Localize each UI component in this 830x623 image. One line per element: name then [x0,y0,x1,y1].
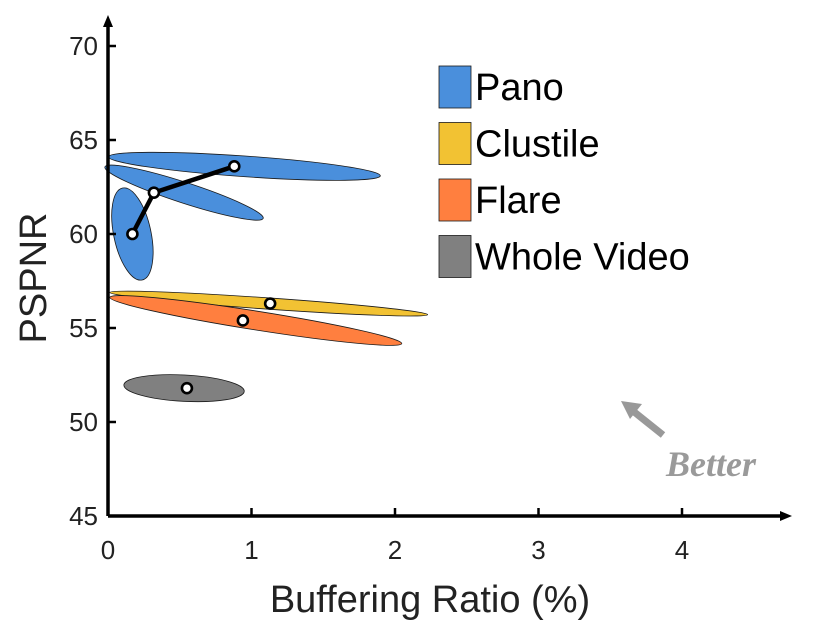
ellipse-layer [104,151,429,403]
y-tick-label-50: 50 [69,407,98,437]
better-arrow-shaft [630,408,666,438]
x-tick-label-1: 1 [244,535,258,565]
better-arrow-head [621,401,642,419]
data-point-flare-0 [236,314,250,327]
legend-label-whole-video: Whole Video [475,237,690,279]
y-tick-label-45: 45 [69,501,98,531]
y-tick-label-70: 70 [69,31,98,61]
data-point-clustile-0 [263,297,277,310]
legend-swatch-clustile [438,122,472,165]
legend-label-clustile: Clustile [475,124,600,166]
legend-swatch-whole-video [438,235,472,278]
point-layer [126,160,277,395]
legend-swatch-flare [438,178,472,222]
x-tick-label-4: 4 [675,535,689,565]
data-point-pano-2 [227,160,241,173]
data-point-whole-video-0 [180,381,194,395]
data-point-pano-0 [126,227,139,241]
y-tick-label-55: 55 [69,313,98,343]
x-axis-arrow [780,511,792,521]
data-point-pano-1 [147,186,161,199]
legend-label-flare: Flare [475,180,562,222]
x-tick-label-3: 3 [531,535,545,565]
x-tick-label-0: 0 [101,535,115,565]
y-axis-arrow [103,15,113,27]
better-annotation: Better [665,444,757,484]
annotation-layer: Better [621,401,757,484]
legend-label-pano: Pano [475,67,564,109]
y-tick-label-60: 60 [69,219,98,249]
x-tick-label-2: 2 [388,535,402,565]
y-axis-title: PSPNR [13,213,55,344]
ellipse-flare-0 [109,295,403,346]
legend: Pano Clustile Flare Whole Video [438,65,690,279]
y-tick-label-65: 65 [69,125,98,155]
axes: 0 1 2 3 4 45 50 55 60 65 70 Buffering Ratio (%) PSPN… [13,15,792,621]
x-axis-title: Buffering Ratio (%) [270,579,590,621]
legend-swatch-pano [438,65,472,109]
